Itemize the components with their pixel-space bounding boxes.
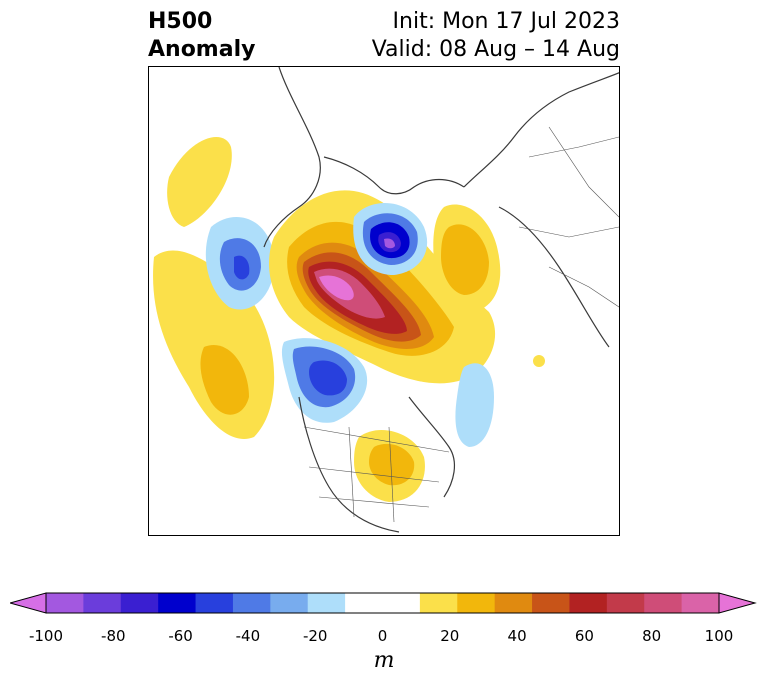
colorbar-segment [345, 593, 383, 613]
valid-range: Valid: 08 Aug – 14 Aug [371, 37, 620, 62]
colorbar-segment [120, 593, 159, 613]
plot-title-left: H500 Anomaly [148, 8, 255, 64]
colorbar-segment [270, 593, 309, 613]
colorbar-segment [457, 593, 496, 613]
coastlines [263, 67, 619, 533]
colorbar-tick-label: -80 [101, 627, 126, 645]
colorbar-segment [46, 593, 84, 613]
anomaly-negative-arctic [353, 203, 428, 275]
plot-title-right: Init: Mon 17 Jul 2023 Valid: 08 Aug – 14… [372, 8, 620, 64]
colorbar-segment [494, 593, 533, 613]
anomaly-negative-pacific [205, 217, 275, 310]
map-panel [148, 66, 620, 536]
colorbar-segments [46, 593, 720, 613]
colorbar [10, 592, 757, 614]
colorbar-segment [158, 593, 197, 613]
colorbar-extend-min [10, 592, 47, 614]
colorbar-segment [307, 593, 346, 613]
colorbar-segment [532, 593, 570, 613]
colorbar-tick-label: 60 [574, 627, 594, 645]
colorbar-segment [681, 593, 720, 613]
title-field: Anomaly [148, 37, 256, 62]
title-variable: H500 [148, 9, 213, 34]
colorbar-tick-label: 80 [642, 627, 662, 645]
colorbar-tick-label: 40 [507, 627, 527, 645]
colorbar-tick-label: -20 [302, 627, 328, 645]
colorbar-tick-label: -60 [168, 627, 193, 645]
colorbar-extend-max [718, 592, 757, 614]
colorbar-segment [419, 593, 458, 613]
anomaly-negative-atlantic [281, 338, 494, 447]
anomaly-positive-eastern-us [354, 355, 545, 502]
colorbar-tick-label: -40 [235, 627, 261, 645]
colorbar-segment [195, 593, 234, 613]
colorbar-tick-label: 0 [377, 627, 388, 645]
colorbar-tick-label: 20 [440, 627, 460, 645]
colorbar-tick-label: -100 [28, 627, 64, 645]
anomaly-map [153, 67, 619, 533]
country-borders [303, 126, 619, 523]
colorbar-outline [45, 592, 720, 614]
colorbar-segment [644, 593, 683, 613]
anomaly-positive-arctic [269, 190, 501, 384]
colorbar-segment [606, 593, 645, 613]
init-date: Init: Mon 17 Jul 2023 [392, 9, 620, 34]
colorbar-tick-label: 100 [704, 627, 734, 645]
colorbar-segment [569, 593, 608, 613]
colorbar-unit-label: m [373, 648, 395, 673]
colorbar-segment [232, 593, 271, 613]
colorbar-segment [83, 593, 122, 613]
colorbar-segment [382, 593, 421, 613]
